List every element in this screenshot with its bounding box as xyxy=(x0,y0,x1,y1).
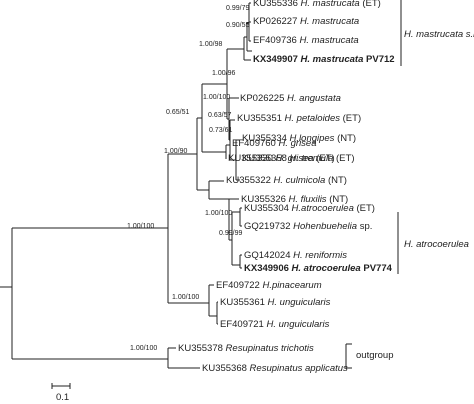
taxon-label: GQ142024 H. reniformis xyxy=(244,250,347,261)
support-label: 1.00/100 xyxy=(203,94,230,101)
taxon-label: KU355322 H. culmicola (NT) xyxy=(226,175,347,186)
taxon-label: GQ219732 Hohenbuehelia sp. xyxy=(244,221,372,232)
taxon-label-bold: KX349907 H. mastrucata PV712 xyxy=(253,54,395,65)
taxon-label: KP026227 H. mastrucata xyxy=(253,16,359,27)
support-values: 0.99/79 0.90/55 1.00/98 1.00/96 1.00/100… xyxy=(127,5,249,352)
taxon-label: KU355378 Resupinatus trichotis xyxy=(178,343,314,354)
group-brackets: H. mastrucata s.l. H. atrocoerulea outgr… xyxy=(345,0,474,369)
scale-bar: 0.1 xyxy=(51,383,71,403)
taxon-label: KU355368 Resupinatus applicatus xyxy=(202,363,348,374)
scale-bar-label: 0.1 xyxy=(56,392,69,403)
taxon-label: KU355326 H. fluxilis (NT) xyxy=(241,194,348,205)
taxon-label: KU355334 H.longipes (NT) xyxy=(242,133,356,144)
taxon-label: EF409760 H. grisea xyxy=(232,138,317,149)
support-label: 1.00/98 xyxy=(199,41,222,48)
support-label: 0.99/79 xyxy=(226,5,249,12)
taxon-label: KU355351 H. petaloides (ET) xyxy=(237,113,361,124)
support-label: 1.00/100 xyxy=(172,294,199,301)
atrocoerulea-group-label: H. atrocoerulea xyxy=(404,239,469,250)
outgroup-label: outgroup xyxy=(356,350,394,361)
support-label: 1.00/96 xyxy=(212,70,235,77)
taxon-label: KU355336 H. mastrucata (ET) xyxy=(253,0,381,9)
support-label: 0.63/57 xyxy=(208,112,231,119)
support-label: 1.00/100 xyxy=(127,223,154,230)
taxon-label: EF409721 H. unguicularis xyxy=(220,319,330,330)
support-label: 0.73/61 xyxy=(209,127,232,134)
taxon-label: KU355358 H. tremula (ET) xyxy=(242,153,354,164)
taxon-label: KP026225 H. angustata xyxy=(240,93,341,104)
tree-branches xyxy=(0,2,252,369)
taxon-label: KU355330 H. grisea (ET) xyxy=(228,153,335,164)
mastrucata-group-label: H. mastrucata s.l. xyxy=(404,29,474,40)
taxon-label: EF409736 H. mastrucata xyxy=(253,35,359,46)
taxon-label: KU355304 H.atrocoerulea (ET) xyxy=(244,203,375,214)
tip-labels: KU355336 H. mastrucata (ET) KP026227 H. … xyxy=(178,0,395,374)
taxon-label-bold: KX349906 H. atrocoerulea PV774 xyxy=(244,263,393,274)
support-label: 1.00/100 xyxy=(205,210,232,217)
support-label: 1.00/100 xyxy=(130,345,157,352)
support-label: 0.90/55 xyxy=(226,22,249,29)
support-label: 1.00/90 xyxy=(164,148,187,155)
taxon-label: EF409722 H.pinacearum xyxy=(216,280,322,291)
taxon-label: KU355361 H. unguicularis xyxy=(220,297,331,308)
support-label: 0.65/51 xyxy=(166,109,189,116)
support-label: 0.99/99 xyxy=(219,230,242,237)
